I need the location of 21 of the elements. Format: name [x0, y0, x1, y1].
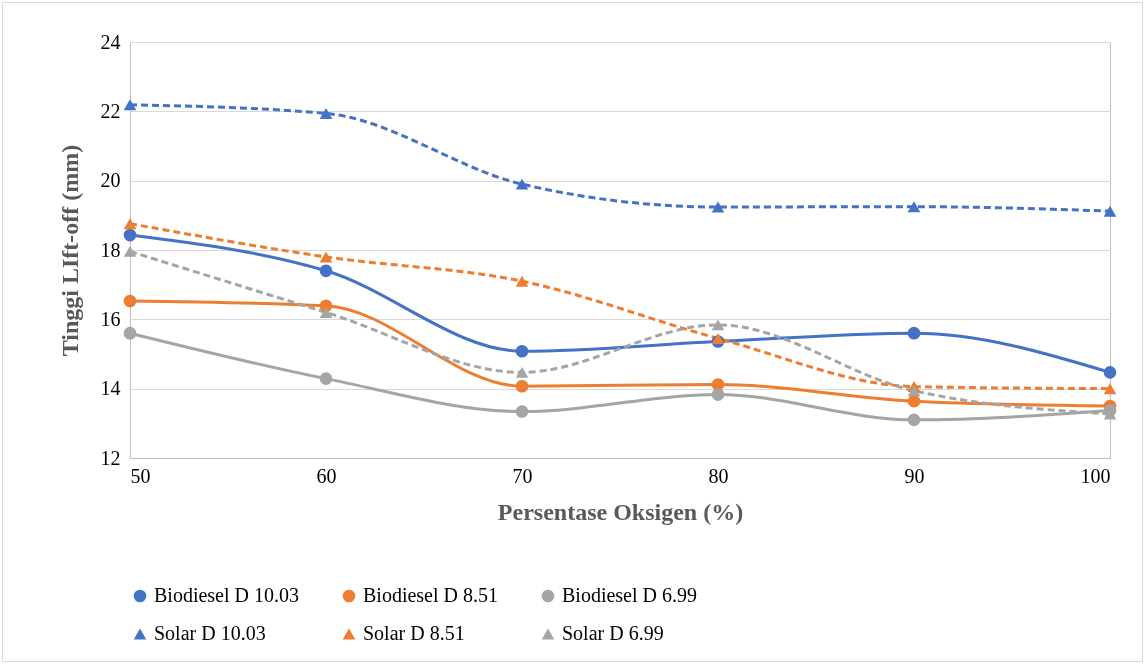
- legend-label: Biodiesel D 10.03: [154, 584, 299, 606]
- x-axis-title: Persentase Oksigen (%): [497, 498, 744, 525]
- legend-label: Solar D 8.51: [363, 622, 465, 644]
- y-tick-label: 24: [100, 30, 121, 53]
- x-tick-label: 70: [512, 464, 533, 487]
- y-tick-label: 22: [100, 99, 121, 122]
- y-tick-label: 16: [100, 307, 121, 330]
- legend-label: Solar D 6.99: [562, 622, 664, 644]
- y-axis-title: Tinggi LIft-off (mm): [56, 144, 83, 357]
- x-tick-label: 100: [1080, 464, 1111, 487]
- x-tick-label: 50: [130, 464, 151, 487]
- x-tick-label: 90: [904, 464, 925, 487]
- y-tick-label: 18: [100, 238, 121, 261]
- legend-label: Biodiesel D 6.99: [562, 584, 697, 606]
- legend-label: Biodiesel D 8.51: [363, 584, 498, 606]
- x-tick-label: 80: [708, 464, 729, 487]
- y-tick-label: 20: [100, 169, 121, 192]
- x-tick-label: 60: [316, 464, 337, 487]
- legend-label: Solar D 10.03: [154, 622, 266, 644]
- y-tick-label: 12: [100, 446, 121, 469]
- y-tick-label: 14: [100, 377, 121, 400]
